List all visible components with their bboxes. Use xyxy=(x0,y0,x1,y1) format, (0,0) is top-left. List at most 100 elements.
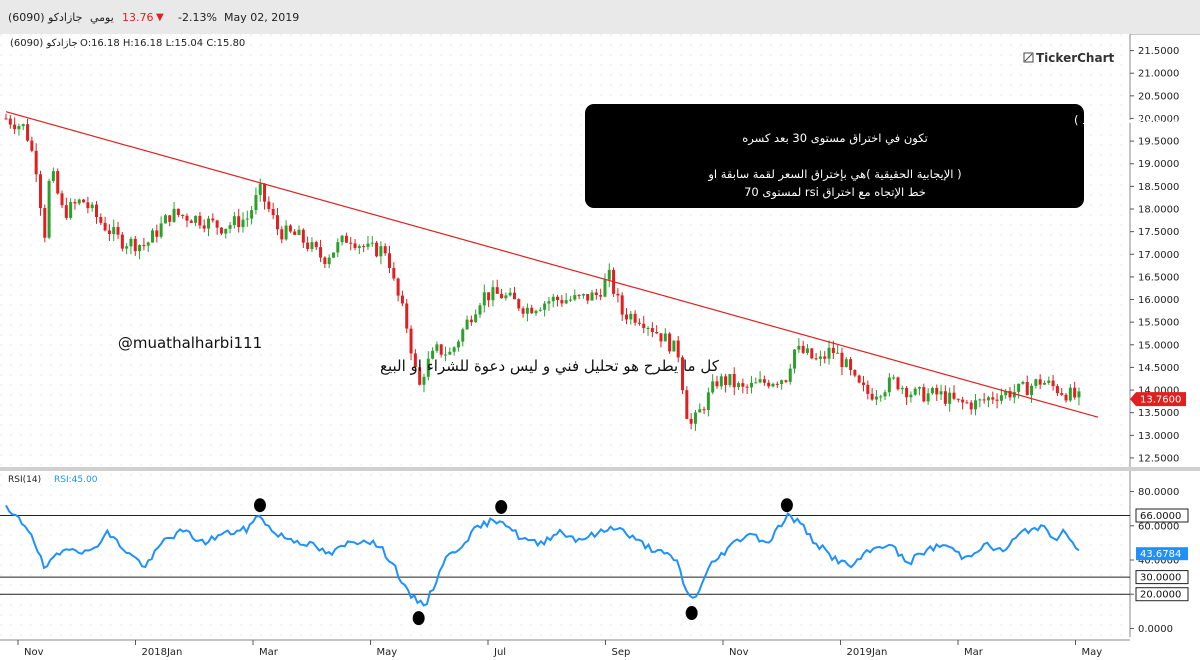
candle-body xyxy=(922,387,926,402)
candle-body xyxy=(1051,380,1055,387)
candle-body xyxy=(8,118,12,125)
candle-body xyxy=(77,199,81,204)
candle-body xyxy=(866,384,870,394)
candle-body xyxy=(836,352,840,354)
candle-body xyxy=(327,257,331,265)
candle-body xyxy=(590,292,594,301)
candle-body xyxy=(939,391,943,395)
candle-body xyxy=(17,126,21,130)
candle-body xyxy=(314,242,318,248)
candle-body xyxy=(892,377,896,379)
candle-body xyxy=(754,382,758,384)
candle-body xyxy=(172,208,176,222)
candle-body xyxy=(737,383,741,388)
candle-body xyxy=(1047,380,1051,383)
brand-name: TickerChart xyxy=(1036,51,1114,65)
candle-body xyxy=(1017,383,1021,392)
candle-body xyxy=(60,193,64,206)
candle-body xyxy=(814,358,818,360)
rsi-tick-label: 60.0000 xyxy=(1138,521,1179,532)
candle-body xyxy=(112,227,116,234)
annotation-line-2: تكون في اختراق مستوى 30 بعد كسره xyxy=(742,131,928,146)
candle-body xyxy=(340,235,344,243)
candle-body xyxy=(1034,379,1038,386)
candle-body xyxy=(732,373,736,388)
author-handle: @muathalharbi111 xyxy=(118,334,262,352)
candle-body xyxy=(762,379,766,383)
candle-body xyxy=(831,347,835,354)
time-tick-label: Jul xyxy=(493,647,506,658)
symbol-label: جازادكو (6090) xyxy=(8,11,83,24)
candle-body xyxy=(874,396,878,400)
candle-body xyxy=(211,218,215,221)
candle-body xyxy=(534,310,538,314)
candle-body xyxy=(422,376,426,385)
chart-header-bar: جازادكو (6090) يومي 13.76 ▼ -2.13% May 0… xyxy=(0,0,1200,35)
candle-body xyxy=(21,124,25,127)
candle-body xyxy=(956,398,960,400)
candle-body xyxy=(319,247,323,258)
candle-body xyxy=(125,246,129,249)
annotation-line-1: اتجاه هابط RSI يتذبذب بين مستوى 20 كا دع… xyxy=(1074,113,1200,128)
candle-body xyxy=(982,399,986,401)
candle-body xyxy=(375,242,379,257)
annotation-line-4: ( الإيجابية الحقيقية )هي بإختراق السعر ل… xyxy=(707,167,961,182)
candle-body xyxy=(849,359,853,371)
candle-body xyxy=(525,307,529,314)
candle-body xyxy=(586,294,590,301)
candle-body xyxy=(30,140,34,151)
candle-body xyxy=(543,303,547,310)
candle-body xyxy=(392,267,396,279)
candle-body xyxy=(34,150,38,175)
rsi-level-tags: 66.0000 30.0000 20.0000 xyxy=(1135,508,1189,602)
candle-body xyxy=(413,353,417,368)
candle-body xyxy=(986,397,990,401)
candle-body xyxy=(646,328,650,330)
candle-body xyxy=(775,383,779,385)
candle-body xyxy=(107,230,111,234)
rsi-tick-label: 40.0000 xyxy=(1138,555,1179,566)
candle-body xyxy=(120,234,124,249)
candle-body xyxy=(73,202,77,204)
candle-body xyxy=(1042,382,1046,385)
price-symbol-label: جازادكو (6090) xyxy=(10,38,78,49)
price-tick-label: 18.0000 xyxy=(1138,205,1179,216)
candle-body xyxy=(568,299,572,301)
candle-body xyxy=(1021,382,1025,384)
price-axis: 21.5000 21.0000 20.5000 20.0000 19.5000 19.00… xyxy=(1130,46,1179,464)
price-tick-label: 16.0000 xyxy=(1138,295,1179,306)
candle-body xyxy=(366,243,370,247)
candle-body xyxy=(146,242,150,246)
candle-body xyxy=(530,307,534,314)
candle-body xyxy=(870,393,874,400)
price-tick-label: 15.0000 xyxy=(1138,340,1179,351)
candle-body xyxy=(706,392,710,411)
candle-body xyxy=(625,314,629,320)
candle-body xyxy=(435,344,439,351)
candle-body xyxy=(560,300,564,304)
price-tick-label: 17.0000 xyxy=(1138,250,1179,261)
candle-body xyxy=(224,228,228,234)
candle-body xyxy=(297,229,301,235)
current-price-label: 13.7600 xyxy=(1140,395,1181,406)
rsi-level-label-20: 20.0000 xyxy=(1140,590,1181,601)
candle-body xyxy=(94,204,98,218)
candle-body xyxy=(51,171,55,181)
candle-body xyxy=(331,252,335,258)
candle-body xyxy=(90,204,94,209)
annotation-dot xyxy=(780,498,793,513)
candle-body xyxy=(86,202,90,209)
candle-body xyxy=(383,246,387,254)
down-arrow-icon: ▼ xyxy=(156,12,164,23)
price-tick-label: 21.5000 xyxy=(1138,46,1179,57)
candle-body xyxy=(771,383,775,387)
candle-body xyxy=(788,368,792,382)
rsi-line xyxy=(5,504,1080,607)
candle-body xyxy=(805,348,809,353)
candle-body xyxy=(905,387,909,398)
candle-body xyxy=(633,313,637,323)
candle-body xyxy=(810,348,814,359)
candle-body xyxy=(357,246,361,249)
price-tick-label: 12.5000 xyxy=(1138,453,1179,464)
candle-body xyxy=(551,296,555,302)
